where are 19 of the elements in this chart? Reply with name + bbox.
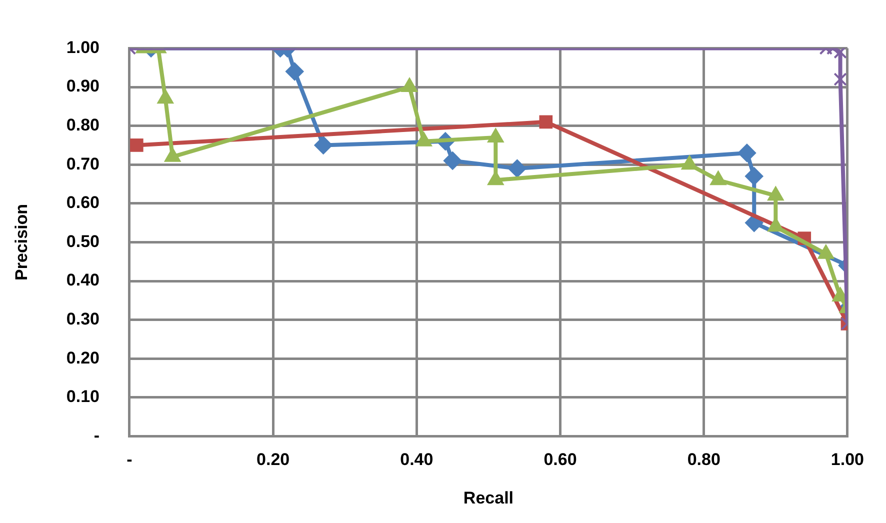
y-tick-label: 0.70 (66, 154, 100, 174)
x-axis-title: Recall (463, 488, 514, 508)
x-tick-label: 0.60 (544, 450, 577, 470)
y-tick-label: 0.90 (66, 76, 100, 96)
x-tick-label: 1.00 (830, 450, 864, 470)
y-tick-label: - (94, 426, 100, 445)
y-tick-label: 0.10 (66, 387, 100, 406)
x-tick-label: - (126, 450, 132, 470)
y-tick-label: 0.30 (66, 309, 100, 328)
y-tick-label: 0.80 (66, 115, 100, 134)
y-tick-label: 0.40 (66, 270, 100, 290)
y-tick-label: 0.50 (66, 232, 100, 251)
y-axis-title: Precision (12, 204, 31, 280)
x-tick-label: 0.20 (256, 450, 290, 470)
x-tick-label: 0.80 (687, 450, 720, 470)
y-tick-label: 0.20 (66, 348, 100, 368)
y-tick-label: 0.60 (66, 193, 100, 212)
x-tick-label: 0.40 (400, 450, 434, 470)
y-tick-label: 1.00 (66, 38, 100, 57)
